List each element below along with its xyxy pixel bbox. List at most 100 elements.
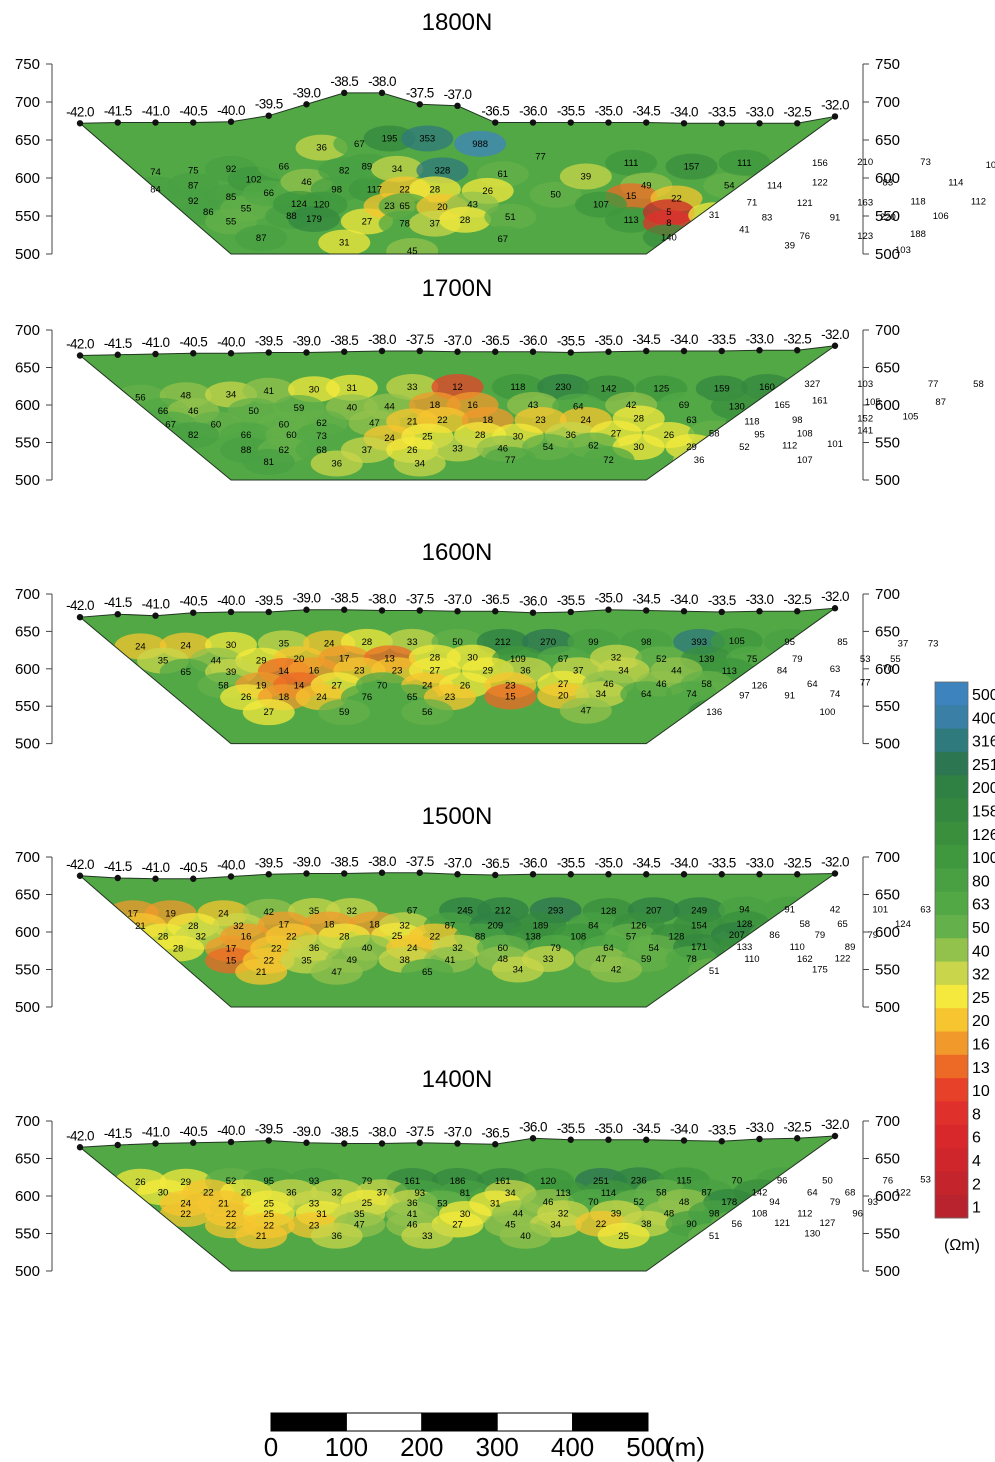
colorbar-label: 50	[972, 920, 990, 937]
resistivity-cell	[484, 446, 537, 473]
colorbar-label: 8	[972, 1106, 981, 1123]
resistivity-value: 95	[754, 429, 765, 440]
station-label: -33.0	[746, 1120, 774, 1135]
resistivity-value: 30	[460, 1209, 471, 1220]
colorbar-swatch	[935, 728, 968, 753]
station-label: -33.5	[708, 855, 736, 870]
resistivity-value: 79	[550, 943, 561, 954]
resistivity-value: 141	[857, 426, 873, 437]
electrode-marker	[831, 342, 839, 349]
resistivity-value: 63	[920, 905, 931, 916]
resistivity-value: 100	[820, 707, 836, 718]
resistivity-value: 77	[505, 455, 516, 466]
colorbar-swatch	[935, 1101, 968, 1126]
station-label: -38.5	[330, 591, 358, 606]
resistivity-value: 220	[880, 212, 896, 223]
resistivity-value: 65	[837, 919, 848, 930]
left-tick-label: 600	[15, 397, 40, 414]
resistivity-value: 49	[347, 955, 358, 966]
station-label: -32.0	[821, 855, 849, 870]
resistivity-value: 92	[226, 164, 237, 175]
resistivity-value: 68	[845, 1187, 856, 1198]
resistivity-cell	[242, 449, 295, 475]
resistivity-value: 161	[404, 1176, 420, 1187]
electrode-marker	[265, 1137, 272, 1144]
resistivity-cell	[235, 225, 288, 252]
resistivity-value: 156	[812, 158, 828, 169]
resistivity-cell	[310, 450, 363, 477]
right-tick-label: 550	[875, 435, 900, 452]
electrode-marker	[341, 606, 348, 613]
station-label: -36.5	[481, 592, 509, 607]
electrode-marker	[227, 873, 235, 880]
right-tick-label: 550	[875, 1226, 900, 1243]
station-label: -33.5	[708, 104, 736, 119]
resistivity-value: 17	[279, 920, 290, 931]
resistivity-value: 64	[573, 402, 584, 413]
resistivity-value: 94	[769, 1197, 780, 1208]
electrode-marker	[227, 608, 235, 616]
station-label: -39.5	[255, 593, 283, 608]
station-label: -34.0	[670, 592, 698, 607]
resistivity-value: 293	[548, 905, 564, 916]
left-tick-label: 550	[15, 208, 40, 225]
resistivity-cell	[559, 163, 612, 190]
resistivity-value: 34	[550, 1220, 561, 1231]
electrode-marker	[605, 606, 612, 613]
resistivity-value: 62	[279, 445, 290, 456]
colorbar-swatch	[935, 682, 968, 706]
resistivity-value: 24	[316, 692, 327, 703]
resistivity-value: 27	[331, 680, 342, 691]
resistivity-value: 36	[331, 1231, 342, 1242]
station-label: -41.5	[104, 595, 132, 610]
station-label: -40.0	[217, 334, 245, 349]
colorbar-label: 200	[972, 780, 995, 797]
resistivity-value: 26	[241, 692, 252, 703]
resistivity-value: 101	[827, 439, 843, 450]
resistivity-value: 76	[800, 231, 811, 242]
resistivity-cell	[990, 170, 995, 196]
resistivity-value: 22	[226, 1209, 237, 1220]
resistivity-cell	[235, 958, 288, 985]
station-label: -42.0	[66, 104, 94, 119]
station-label: -36.0	[519, 1119, 547, 1134]
resistivity-value: 29	[482, 665, 493, 676]
colorbar-label: 500	[972, 687, 995, 704]
resistivity-value: 34	[226, 390, 237, 401]
resistivity-value: 67	[354, 139, 365, 150]
electrode-marker	[378, 607, 386, 614]
electrode-marker	[416, 607, 423, 614]
resistivity-value: 21	[135, 921, 146, 932]
resistivity-value: 106	[933, 211, 949, 222]
scale-bar-segment	[496, 1412, 574, 1432]
resistivity-value: 96	[777, 1175, 788, 1186]
station-label: -39.5	[255, 97, 283, 112]
resistivity-value: 32	[452, 943, 463, 954]
resistivity-value: 46	[407, 1220, 418, 1231]
resistivity-value: 29	[686, 442, 697, 453]
resistivity-value: 189	[533, 920, 549, 931]
right-tick-label: 550	[875, 208, 900, 225]
resistivity-value: 108	[570, 932, 586, 943]
resistivity-value: 24	[422, 680, 433, 691]
resistivity-value: 210	[857, 157, 873, 168]
resistivity-value: 79	[815, 930, 826, 941]
colorbar-swatch	[935, 751, 968, 776]
resistivity-value: 32	[347, 906, 358, 917]
colorbar-swatch	[935, 1148, 968, 1172]
station-label: -41.0	[142, 104, 170, 119]
left-tick-label: 700	[15, 322, 40, 339]
resistivity-value: 28	[362, 637, 373, 648]
electrode-marker	[567, 608, 574, 616]
resistivity-value: 83	[883, 178, 894, 189]
electrode-marker	[265, 871, 272, 878]
resistivity-value: 179	[306, 214, 322, 225]
resistivity-value: 122	[895, 1187, 911, 1198]
resistivity-value: 99	[588, 637, 599, 648]
section-outline	[78, 1135, 837, 1272]
resistivity-value: 63	[830, 664, 841, 675]
electrode-marker	[718, 1138, 725, 1145]
resistivity-value: 54	[649, 943, 660, 954]
resistivity-value: 17	[128, 908, 139, 919]
station-label: -32.5	[783, 855, 811, 870]
